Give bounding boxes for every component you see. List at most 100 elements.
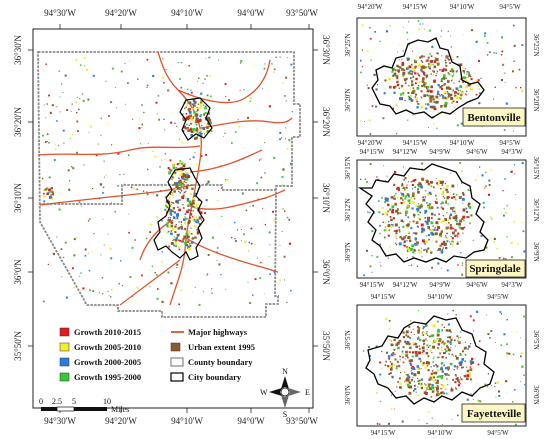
development-speck xyxy=(275,56,277,58)
legend-swatch-urban-1995 xyxy=(170,342,181,352)
inset-speck xyxy=(518,68,521,71)
inset-urban-speck xyxy=(401,350,404,353)
inset-urban-speck xyxy=(397,346,400,350)
inset-urban-speck xyxy=(420,382,423,385)
inset-speck xyxy=(441,329,443,331)
urban-speck xyxy=(43,195,46,198)
inset-speck xyxy=(388,319,391,322)
development-speck xyxy=(79,275,81,277)
urban-speck xyxy=(193,130,196,133)
development-speck xyxy=(254,278,257,281)
development-speck xyxy=(87,98,90,101)
inset-speck xyxy=(503,214,505,217)
inset-urban-speck xyxy=(441,391,444,394)
urban-speck xyxy=(194,137,197,140)
urban-speck xyxy=(197,120,200,123)
development-speck xyxy=(128,213,130,215)
development-speck xyxy=(254,63,256,65)
inset-urban-speck xyxy=(409,385,413,389)
inset-speck xyxy=(451,91,453,93)
inset-urban-speck xyxy=(445,188,448,191)
inset-urban-speck xyxy=(451,338,453,340)
inset-speck xyxy=(429,53,432,55)
inset-urban-speck xyxy=(440,236,442,238)
main-right-tick-2: 36°20'N xyxy=(321,107,331,137)
inset-speck xyxy=(427,56,430,59)
urban-speck xyxy=(171,193,174,196)
development-speck xyxy=(224,132,226,134)
inset-urban-speck xyxy=(397,188,401,191)
inset-urban-speck xyxy=(424,196,426,198)
legend-swatch-county xyxy=(170,357,184,367)
inset-speck xyxy=(452,309,454,312)
development-speck xyxy=(131,246,134,249)
development-speck xyxy=(149,72,151,74)
urban-speck xyxy=(190,127,192,129)
inset-urban-speck xyxy=(466,377,469,381)
inset-urban-speck xyxy=(394,358,397,361)
inset-urban-speck xyxy=(421,71,423,73)
inset-urban-speck xyxy=(417,368,419,370)
development-speck xyxy=(102,293,104,295)
development-speck xyxy=(150,223,153,226)
urban-speck xyxy=(187,200,189,202)
inset-urban-speck xyxy=(468,74,471,77)
inset-speck xyxy=(442,215,445,217)
urban-speck xyxy=(197,106,200,110)
inset-speck xyxy=(412,232,414,234)
inset-urban-speck xyxy=(439,69,441,71)
development-speck xyxy=(42,134,44,137)
inset-speck xyxy=(506,392,508,394)
development-speck xyxy=(98,292,101,294)
inset-speck xyxy=(486,314,487,316)
inset-speck xyxy=(477,363,480,366)
inset-urban-speck xyxy=(461,227,464,230)
inset-urban-speck xyxy=(408,222,411,224)
development-speck xyxy=(263,293,265,295)
development-speck xyxy=(70,166,73,168)
development-speck xyxy=(146,191,148,193)
inset-urban-speck xyxy=(415,204,418,207)
main-top-tick-4: 94°0'W xyxy=(237,8,265,18)
inset-urban-speck xyxy=(436,58,439,61)
development-speck xyxy=(160,237,163,239)
inset-urban-speck xyxy=(448,58,451,61)
inset-urban-speck xyxy=(431,390,435,393)
development-speck xyxy=(167,89,170,92)
urban-speck xyxy=(206,130,209,133)
inset-urban-speck xyxy=(423,66,426,69)
scale-tick-0: 0 xyxy=(39,397,43,406)
urban-speck xyxy=(46,188,48,190)
inset-speck xyxy=(402,50,404,52)
inset-urban-speck xyxy=(451,387,453,389)
inset-speck xyxy=(402,199,404,201)
inset-urban-speck xyxy=(417,325,419,328)
inset-urban-speck xyxy=(417,394,419,396)
urban-speck xyxy=(199,128,203,132)
inset-speck xyxy=(361,24,364,27)
inset-speck xyxy=(503,257,505,260)
development-speck xyxy=(285,138,286,140)
inset-urban-speck xyxy=(445,86,449,90)
inset-urban-speck xyxy=(381,207,384,209)
inset-speck xyxy=(375,345,378,348)
inset-urban-speck xyxy=(425,338,427,340)
inset-urban-speck xyxy=(389,216,392,218)
development-speck xyxy=(237,119,239,121)
urban-speck xyxy=(165,204,168,207)
inset-urban-speck xyxy=(430,90,433,93)
inset-urban-speck xyxy=(448,374,450,376)
urban-speck xyxy=(183,228,185,231)
urban-speck xyxy=(196,232,200,235)
development-speck xyxy=(221,215,223,217)
development-speck xyxy=(118,282,120,285)
inset-speck xyxy=(511,256,513,259)
development-speck xyxy=(273,68,276,71)
inset-urban-speck xyxy=(433,100,436,104)
inset-urban-speck xyxy=(400,371,402,374)
inset-speck xyxy=(491,218,493,220)
inset-speck xyxy=(513,389,516,391)
inset-urban-speck xyxy=(400,219,403,222)
inset-speck xyxy=(359,120,361,122)
